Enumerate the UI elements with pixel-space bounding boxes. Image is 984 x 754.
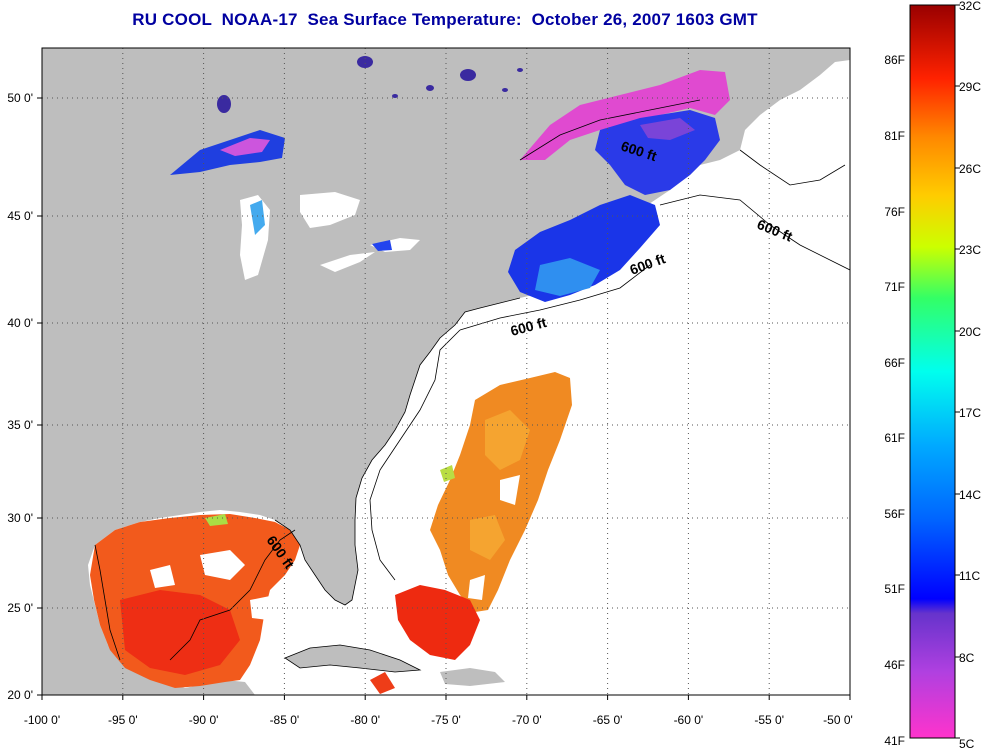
land-cuba xyxy=(285,645,420,672)
celsius-label: 14C xyxy=(959,488,981,502)
coastlines xyxy=(274,149,846,673)
sst-bahamas xyxy=(370,585,480,694)
celsius-label: 32C xyxy=(959,0,981,13)
celsius-labels: 32C 29C 26C 23C 20C 17C 14C 11C 8C 5C xyxy=(959,0,981,751)
fahrenheit-label: 71F xyxy=(884,280,905,294)
lon-label: -95 0' xyxy=(108,713,138,727)
fahrenheit-label: 76F xyxy=(884,205,905,219)
fahrenheit-labels: 86F 81F 76F 71F 66F 61F 56F 51F 46F 41F xyxy=(884,53,905,748)
lon-label: -50 0' xyxy=(823,713,853,727)
celsius-label: 26C xyxy=(959,162,981,176)
fahrenheit-label: 51F xyxy=(884,582,905,596)
celsius-label: 11C xyxy=(959,569,980,583)
celsius-label: 29C xyxy=(959,80,981,94)
celsius-label: 5C xyxy=(959,737,975,751)
latitude-labels: 50 0' 45 0' 40 0' 35 0' 30 0' 25 0' 20 0… xyxy=(7,91,33,702)
fahrenheit-label: 86F xyxy=(884,53,905,67)
sst-gulf-of-maine xyxy=(508,195,660,302)
lon-label: -60 0' xyxy=(674,713,704,727)
fahrenheit-label: 46F xyxy=(884,658,905,672)
celsius-label: 23C xyxy=(959,243,981,257)
fahrenheit-label: 81F xyxy=(884,129,905,143)
lon-label: -80 0' xyxy=(350,713,380,727)
lon-label: -85 0' xyxy=(270,713,300,727)
lat-label: 40 0' xyxy=(7,316,33,330)
lon-label: -100 0' xyxy=(24,713,60,727)
northern-lakes xyxy=(217,56,523,113)
fahrenheit-label: 56F xyxy=(884,507,905,521)
celsius-label: 17C xyxy=(959,406,981,420)
sst-gulf-stream xyxy=(430,372,572,612)
colorbar: 32C 29C 26C 23C 20C 17C 14C 11C 8C 5C 86… xyxy=(884,0,981,751)
lat-label: 50 0' xyxy=(7,91,33,105)
fahrenheit-label: 41F xyxy=(884,734,905,748)
celsius-label: 8C xyxy=(959,651,975,665)
lat-label: 25 0' xyxy=(7,601,33,615)
celsius-label: 20C xyxy=(959,325,981,339)
great-lakes xyxy=(170,130,420,280)
lat-label: 20 0' xyxy=(7,688,33,702)
lat-label: 30 0' xyxy=(7,511,33,525)
map-panel: 600 ft 600 ft 600 ft 600 ft 600 ft xyxy=(7,47,853,727)
fahrenheit-label: 66F xyxy=(884,356,905,370)
lon-label: -70 0' xyxy=(512,713,542,727)
fahrenheit-label: 61F xyxy=(884,431,905,445)
lon-label: -65 0' xyxy=(593,713,623,727)
lat-label: 45 0' xyxy=(7,209,33,223)
lon-label: -75 0' xyxy=(431,713,461,727)
colorbar-ticks xyxy=(955,4,960,739)
axis-ticks xyxy=(37,97,851,700)
longitude-labels: -100 0' -95 0' -90 0' -85 0' -80 0' -75 … xyxy=(24,713,853,727)
sst-gulf-of-mexico xyxy=(90,514,300,688)
lat-label: 35 0' xyxy=(7,418,33,432)
lon-label: -55 0' xyxy=(754,713,784,727)
isobath-600ft xyxy=(94,99,850,661)
colorbar-gradient xyxy=(909,4,956,739)
map-title: RU COOL NOAA-17 Sea Surface Temperature:… xyxy=(132,10,758,29)
land-hispaniola xyxy=(440,668,505,686)
lon-label: -90 0' xyxy=(189,713,219,727)
